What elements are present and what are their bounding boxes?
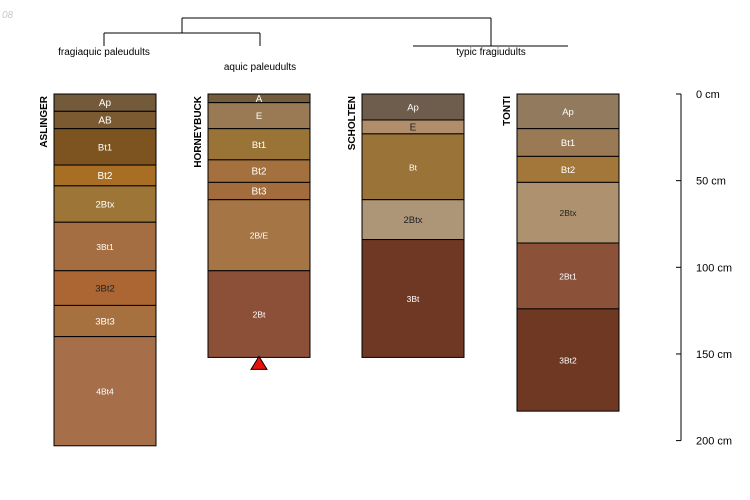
profile-name: TONTI [502,96,513,126]
horizon-tonti-2btx [516,181,620,244]
depth-tick-label: 100 cm [696,262,732,274]
horizon-label: 2Btx [403,215,422,226]
horizon-aslinger-bt1 [53,128,157,166]
horizon-label: 3Bt1 [96,242,114,252]
horizon-tonti-3bt2 [516,308,620,412]
depth-tick-label: 50 cm [696,176,726,188]
horizon-horneybuck-bt1 [207,128,311,161]
horizon-scholten-ap [361,93,465,121]
horizon-scholten-bt [361,133,465,201]
horizon-label: Bt2 [97,171,112,182]
horizon-scholten-2btx [361,199,465,241]
horizon-label: 3Bt2 [95,284,115,295]
horizon-label: E [410,122,417,133]
taxon-label-fragiaquic: fragiaquic paleudults [58,47,150,58]
horizon-horneybuck-e [207,102,311,130]
horizon-label: Ap [562,107,574,118]
horizon-scholten-3bt [361,239,465,358]
taxon-label-typic: typic fragiudults [456,47,525,58]
horizon-label: 2Btx [559,208,577,218]
horizon-label: Bt3 [251,187,266,198]
profile-tonti: Ap Bt1 Bt2 2Btx 2Bt1 3Bt2 TONTI [502,93,620,412]
depth-tick-label: 150 cm [696,349,732,361]
horizon-label: A [256,94,263,105]
horizon-label: 3Bt2 [559,356,577,366]
horizon-tonti-bt1 [516,128,620,157]
depth-tick-label: 0 cm [696,89,720,101]
depth-axis: 0 cm 50 cm 100 cm 150 cm 200 cm [676,89,732,448]
profile-name: HORNEYBUCK [193,95,204,167]
horizon-label: 2Bt1 [559,271,577,281]
depth-tick-label: 200 cm [696,436,732,448]
horizon-label: 2B/E [250,231,269,241]
horizon-label: 3Bt [407,294,420,304]
horizon-aslinger-3bt2 [53,270,157,306]
dendrogram [103,17,568,47]
horizon-aslinger-4bt4 [53,336,157,447]
corner-text: 08 [2,10,14,21]
horizon-label: Ap [99,98,112,109]
profile-aslinger: Ap AB Bt1 Bt2 2Btx 3Bt1 3Bt2 3Bt3 4Bt4 ASLINGER [39,93,157,447]
horizon-label: Bt2 [561,165,575,176]
profile-scholten: Ap E Bt 2Btx 3Bt SCHOLTEN [347,93,465,358]
horizon-aslinger-3bt3 [53,304,157,338]
profile-name: ASLINGER [39,95,50,147]
profile-horneybuck: AE Bt1 Bt2 Bt3 2B/E 2Bt HORNEYBUCK [193,93,311,358]
horizon-label: Bt1 [252,140,266,151]
horizon-label: 4Bt4 [96,387,114,397]
horizon-label: Bt1 [561,138,575,149]
horizon-label: 2Btx [95,200,114,211]
marker-layer [250,355,268,370]
taxon-label-aquic: aquic paleudults [224,62,296,73]
horizon-label: Ap [407,102,419,113]
horizon-label: 3Bt3 [95,317,115,328]
horizon-label: Bt1 [98,142,112,153]
horizon-label: AB [98,115,112,126]
horizon-tonti-2bt1 [516,242,620,310]
profile-name: SCHOLTEN [347,96,358,150]
profile-bottom-marker [250,355,268,370]
horizon-label: E [256,111,262,122]
horizon-label: 2Bt [253,310,266,320]
horizon-label: Bt2 [251,167,266,178]
horizon-horneybuck-2bt [207,270,311,358]
horizon-label: Bt [409,162,418,172]
horizon-horneybuck-2b-e [207,199,311,272]
